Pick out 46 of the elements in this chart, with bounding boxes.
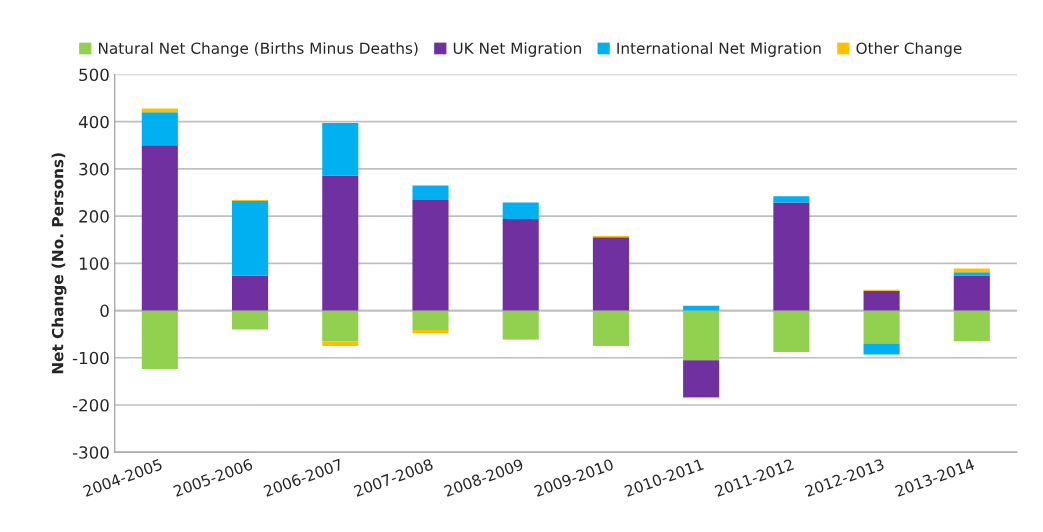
y-tick-label: 400 (78, 115, 109, 129)
bar (953, 275, 990, 311)
bar (322, 341, 359, 346)
bar (683, 310, 720, 361)
y-tick-label: -200 (72, 398, 109, 412)
bar (322, 175, 359, 311)
y-tick-label: 200 (79, 210, 109, 223)
bar (141, 310, 178, 370)
bar (502, 202, 539, 219)
bar (141, 112, 178, 146)
y-axis-title: Net Change (No. Persons) (51, 153, 67, 374)
bar (863, 310, 900, 344)
legend-label: Other Change (856, 42, 962, 57)
bar (322, 310, 359, 342)
bar (232, 275, 269, 311)
bar (773, 202, 810, 311)
bar (773, 196, 810, 203)
bar (953, 310, 990, 342)
bar (412, 329, 449, 334)
y-tick-label: -300 (72, 446, 109, 459)
y-tick-label: 100 (79, 257, 109, 270)
bar (863, 290, 900, 311)
bar (502, 310, 539, 339)
y-tick-label: 300 (79, 162, 109, 176)
legend-label: International Net Migration (617, 42, 821, 57)
bar (141, 145, 178, 311)
y-tick-label: 500 (79, 68, 109, 82)
bar (683, 305, 720, 311)
bar (683, 360, 720, 398)
bar (322, 123, 359, 176)
bar (502, 218, 539, 311)
bar (412, 310, 449, 330)
bar (773, 310, 810, 353)
bar (592, 237, 629, 311)
bar (412, 200, 449, 311)
bar (953, 272, 990, 276)
bar (592, 310, 629, 346)
bar (232, 310, 269, 330)
y-tick-label: -100 (72, 351, 109, 365)
legend-label: Natural Net Change (Births Minus Deaths) (98, 42, 418, 57)
y-tick-label: 0 (100, 304, 109, 318)
bar (141, 108, 178, 113)
bar (232, 201, 269, 276)
bar (412, 185, 449, 201)
bar (863, 343, 900, 355)
legend-label: UK Net Migration (453, 42, 581, 57)
